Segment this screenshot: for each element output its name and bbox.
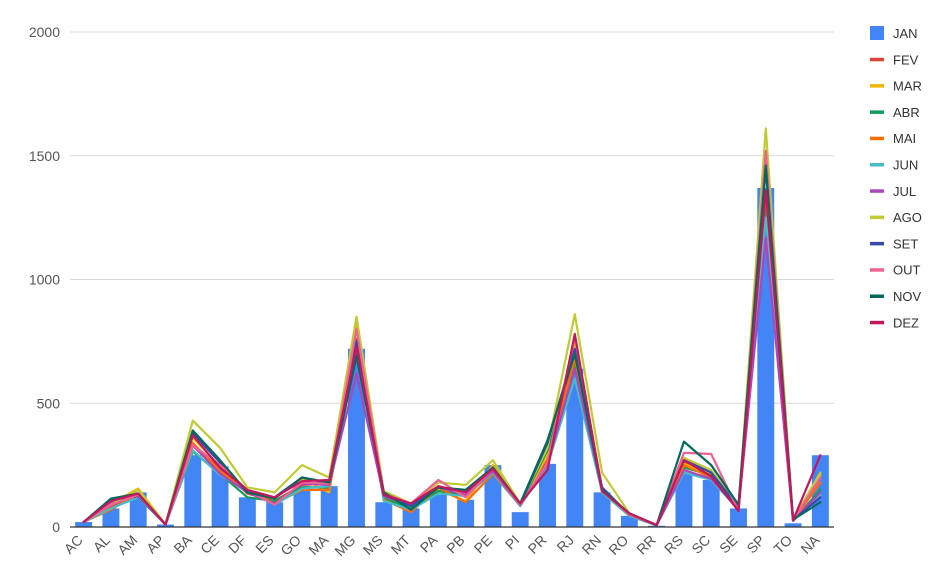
bar-ap [157, 524, 174, 527]
bar-ce [211, 466, 229, 527]
series-line-jul [82, 236, 822, 527]
x-tick-label: AC [61, 532, 86, 557]
bar-pb [457, 499, 475, 527]
bar-ms [375, 502, 393, 527]
legend: JAN FEV MAR ABR MAI JUN JUL AGO SET OUT NOV DEZ [870, 26, 922, 330]
bar-al [102, 508, 120, 527]
x-tick-label: CE [197, 532, 222, 557]
bar-go [293, 486, 311, 527]
bar-rn [593, 492, 611, 527]
x-tick-label: MS [360, 532, 386, 558]
lines-layer [82, 127, 822, 527]
bar-to [784, 523, 802, 527]
grid-layer [70, 31, 834, 404]
bar-ba [184, 455, 202, 527]
x-tick-label: GO [277, 532, 304, 559]
x-tick-label: MT [388, 531, 414, 557]
legend-label-jan: JAN [893, 26, 918, 41]
x-tick-label: RN [579, 532, 605, 558]
legend-swatch-fev [870, 57, 884, 62]
legend-swatch-out [870, 268, 884, 272]
x-tick-label: RR [633, 532, 659, 558]
y-tick-label: 1000 [29, 272, 60, 288]
x-tick-label: BA [170, 531, 195, 556]
bar-mt [402, 508, 420, 527]
legend-swatch-jan [870, 26, 884, 40]
legend-label-nov: NOV [893, 289, 922, 304]
legend-label-mai: MAI [893, 131, 916, 146]
series-line-ago [82, 127, 822, 527]
legend-swatch-nov [870, 294, 884, 298]
x-tick-label: DF [225, 532, 250, 557]
legend-label-ago: AGO [893, 210, 922, 225]
legend-label-fev: FEV [893, 52, 919, 67]
legend-label-out: OUT [893, 263, 921, 278]
bar-ma [320, 486, 338, 527]
x-tick-label: MG [331, 532, 358, 559]
legend-label-dez: DEZ [893, 315, 919, 330]
x-tick-label: AP [143, 532, 168, 557]
x-tick-label: TO [770, 532, 795, 557]
legend-swatch-set [870, 241, 884, 246]
legend-label-mar: MAR [893, 79, 922, 94]
x-tick-label: PI [502, 532, 523, 553]
bar-pa [429, 494, 447, 527]
y-tick-label: 2000 [29, 24, 60, 40]
x-tick-label: PR [525, 532, 550, 557]
legend-label-jul: JUL [893, 184, 916, 199]
bar-ac [75, 522, 93, 527]
x-tick-label: ES [252, 532, 277, 557]
legend-swatch-ago [870, 215, 884, 220]
bar-pi [511, 512, 529, 527]
x-tick-label: NA [797, 531, 823, 557]
bar-df [238, 497, 256, 527]
legend-swatch-mai [870, 136, 884, 141]
series-line-jun [82, 216, 822, 527]
legend-swatch-abr [870, 110, 884, 114]
x-tick-label: SP [743, 532, 768, 557]
y-tick-label: 500 [37, 395, 61, 411]
bar-se [730, 508, 747, 527]
legend-swatch-mar [870, 84, 884, 88]
x-tick-label: MA [305, 531, 332, 558]
bar-pr [539, 463, 556, 527]
bar-es [266, 502, 284, 527]
x-tick-label: AM [114, 532, 140, 558]
legend-swatch-dez [870, 320, 884, 325]
x-tick-label: RS [661, 532, 686, 557]
legend-swatch-jul [870, 189, 884, 193]
x-tick-label: PB [443, 532, 468, 557]
bar-ro [620, 515, 638, 527]
y-tick-label: 0 [52, 519, 60, 535]
legend-label-jun: JUN [893, 158, 918, 173]
bar-rs [675, 473, 693, 527]
legend-label-set: SET [893, 236, 918, 251]
legend-label-abr: ABR [893, 105, 920, 120]
x-tick-label: RO [605, 532, 631, 558]
x-tick-label: PE [471, 532, 496, 557]
y-tick-label: 1500 [29, 148, 60, 164]
bar-rj [566, 368, 584, 527]
x-tick-label: SC [688, 532, 713, 557]
x-tick-label: SE [716, 532, 741, 557]
legend-swatch-jun [870, 163, 884, 167]
x-tick-label: AL [90, 532, 114, 556]
series-line-dez [82, 189, 822, 527]
x-tick-label: RJ [553, 532, 576, 555]
bar-pe [484, 465, 502, 527]
bar-sc [702, 479, 720, 527]
x-tick-label: PA [417, 531, 441, 555]
